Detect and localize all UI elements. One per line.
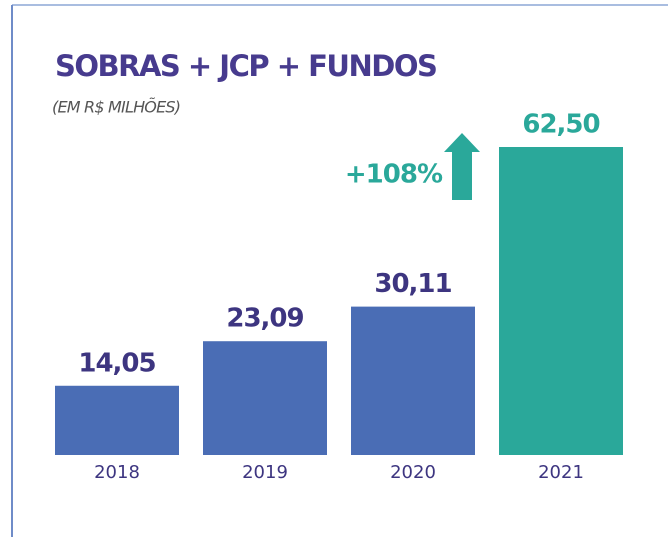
bar xyxy=(499,147,623,455)
bar xyxy=(203,341,327,455)
chart-title: SOBRAS + JCP + FUNDOS xyxy=(55,49,436,83)
bar xyxy=(351,306,475,455)
x-tick-label: 2018 xyxy=(94,462,140,483)
x-tick-label: 2019 xyxy=(242,462,288,483)
value-label: 62,50 xyxy=(522,110,599,140)
x-tick-label: 2020 xyxy=(390,462,436,483)
chart-subtitle: (EM R$ MILHÕES) xyxy=(52,98,180,117)
annotation: +108% xyxy=(345,160,443,190)
value-label: 30,11 xyxy=(374,269,451,299)
x-tick-label: 2021 xyxy=(538,462,584,483)
value-label: 23,09 xyxy=(226,304,303,334)
up-arrow xyxy=(444,133,480,200)
bar xyxy=(55,385,179,455)
value-label: 14,05 xyxy=(78,348,155,378)
